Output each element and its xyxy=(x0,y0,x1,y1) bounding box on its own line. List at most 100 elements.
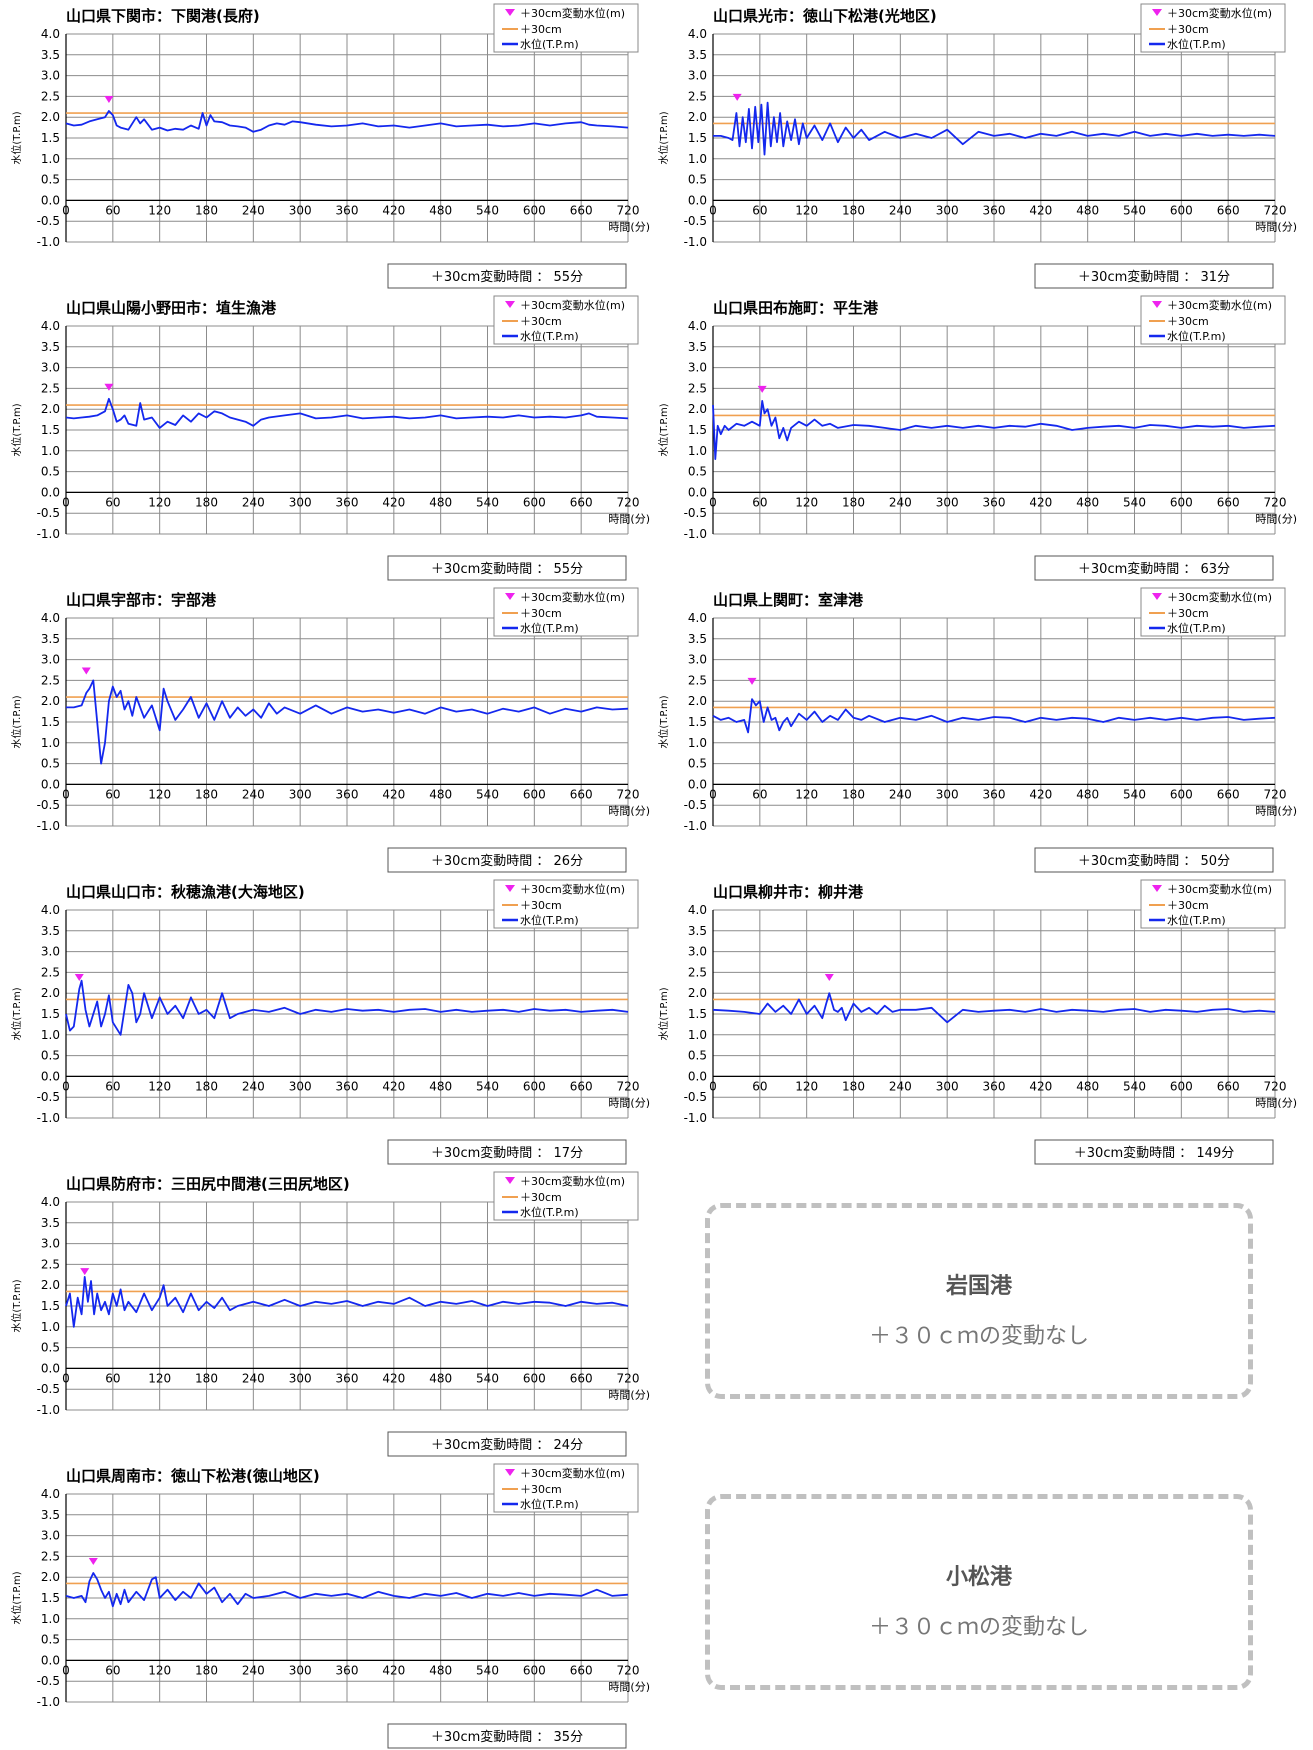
x-axis-label: 時間(分) xyxy=(1255,512,1297,525)
y-tick-label: 2.0 xyxy=(41,1570,60,1584)
x-tick-label: 300 xyxy=(936,787,959,801)
y-tick-label: 3.0 xyxy=(41,945,60,959)
x-tick-label: 420 xyxy=(1029,1079,1052,1093)
port-name: 小松港 xyxy=(945,1565,1012,1590)
chart-panel-hikari: 山口県光市：徳山下松港(光地区) 4.0 3.5 3.0 2.5 2.0 1.5 1.0 0.5… xyxy=(655,0,1305,290)
x-axis-label: 時間(分) xyxy=(608,512,650,525)
legend-marker-icon xyxy=(505,1177,515,1184)
y-tick-label: 0.5 xyxy=(41,1049,60,1063)
x-tick-label: 360 xyxy=(336,1663,359,1677)
no-change-card-komatsu: 小松港 ＋３０ｃｍの変動なし xyxy=(705,1494,1253,1690)
chart-panel-hirao: 山口県田布施町：平生港 4.0 3.5 3.0 2.5 2.0 1.5 1.0 0.5 0.0 -0… xyxy=(655,292,1305,582)
x-tick-label: 360 xyxy=(983,495,1006,509)
y-tick-label: 0.0 xyxy=(688,777,707,791)
duration-text: ＋30cm変動時間 ： 149分 xyxy=(1074,1145,1234,1161)
chart-svg: 山口県柳井市：柳井港 4.0 3.5 3.0 2.5 2.0 1.5 1.0 0.5 0.0 -0.… xyxy=(657,879,1297,1165)
y-tick-label: 4.0 xyxy=(688,27,707,41)
water-level-line xyxy=(712,400,1276,461)
x-tick-label: 600 xyxy=(523,1663,546,1677)
chart-svg: 山口県防府市：三田尻中間港(三田尻地区) 4.0 3.5 3.0 2.5 2.0 1.5 1.… xyxy=(10,1171,650,1457)
x-tick-label: 600 xyxy=(523,495,546,509)
y-tick-label: 1.5 xyxy=(41,1007,60,1021)
y-tick-label: 0.5 xyxy=(688,1049,707,1063)
y-tick-label: 2.0 xyxy=(41,110,60,124)
legend-label: ＋30cm変動水位(m) xyxy=(1167,590,1272,604)
legend-label: ＋30cm変動水位(m) xyxy=(520,882,625,896)
x-tick-label: 360 xyxy=(983,1079,1006,1093)
legend-label: 水位(T.P.m) xyxy=(1167,913,1226,927)
y-tick-label: 0.0 xyxy=(41,193,60,207)
duration-text: ＋30cm変動時間 ： 31分 xyxy=(1078,269,1230,285)
x-tick-label: 420 xyxy=(382,1079,405,1093)
duration-box xyxy=(387,847,627,873)
x-tick-label: 120 xyxy=(795,203,818,217)
y-tick-label: 1.0 xyxy=(41,1028,60,1042)
x-tick-label: 60 xyxy=(105,203,120,217)
chart-title: 山口県下関市：下関港(長府) xyxy=(66,7,260,25)
y-tick-label: 2.5 xyxy=(41,381,60,395)
x-tick-label: 480 xyxy=(1076,787,1099,801)
y-tick-label: 2.0 xyxy=(688,694,707,708)
x-tick-label: 420 xyxy=(382,787,405,801)
y-tick-label: 3.5 xyxy=(41,1508,60,1522)
x-tick-label: 660 xyxy=(1217,203,1240,217)
y-tick-label: 1.0 xyxy=(41,152,60,166)
x-tick-label: 120 xyxy=(148,1371,171,1385)
x-tick-label: 660 xyxy=(570,1079,593,1093)
y-tick-label: 4.0 xyxy=(41,903,60,917)
x-tick-label: 60 xyxy=(105,1371,120,1385)
y-tick-label: -1.0 xyxy=(37,527,60,541)
x-tick-label: 0 xyxy=(62,787,70,801)
y-tick-label: 1.0 xyxy=(688,152,707,166)
y-tick-label: 3.5 xyxy=(688,632,707,646)
y-tick-label: 0.5 xyxy=(688,757,707,771)
y-tick-label: -1.0 xyxy=(37,1111,60,1125)
x-tick-label: 600 xyxy=(523,203,546,217)
x-tick-label: 600 xyxy=(523,1371,546,1385)
legend-label: ＋30cm xyxy=(1167,315,1209,328)
y-tick-label: 2.5 xyxy=(688,381,707,395)
no-change-card-iwakuni: 岩国港 ＋３０ｃｍの変動なし xyxy=(705,1203,1253,1399)
x-tick-label: 540 xyxy=(1123,1079,1146,1093)
x-tick-label: 180 xyxy=(195,1371,218,1385)
x-tick-label: 0 xyxy=(62,1371,70,1385)
x-axis-label: 時間(分) xyxy=(608,1096,650,1109)
x-tick-label: 720 xyxy=(1264,1079,1287,1093)
chart-panel-yanai: 山口県柳井市：柳井港 4.0 3.5 3.0 2.5 2.0 1.5 1.0 0.5 0.0 -0.… xyxy=(655,876,1305,1166)
y-tick-label: 2.0 xyxy=(688,110,707,124)
y-tick-label: -0.5 xyxy=(684,214,707,228)
y-tick-label: 3.5 xyxy=(41,340,60,354)
y-tick-label: 4.0 xyxy=(41,1195,60,1209)
x-tick-label: 300 xyxy=(936,1079,959,1093)
peak-marker xyxy=(757,385,767,393)
x-tick-label: 420 xyxy=(1029,787,1052,801)
legend-label: 水位(T.P.m) xyxy=(520,37,579,51)
water-level-line xyxy=(66,679,629,765)
x-tick-label: 0 xyxy=(709,1079,717,1093)
legend-label: ＋30cm xyxy=(520,315,562,328)
chart-title: 山口県山陽小野田市：埴生漁港 xyxy=(66,299,277,317)
x-tick-label: 240 xyxy=(242,787,265,801)
y-tick-label: -1.0 xyxy=(37,1403,60,1417)
chart-title: 山口県光市：徳山下松港(光地区) xyxy=(713,7,937,25)
water-level-line xyxy=(65,979,629,1036)
y-axis-label: 水位(T.P.m) xyxy=(10,987,23,1040)
legend-label: ＋30cm xyxy=(1167,607,1209,620)
y-tick-label: 4.0 xyxy=(688,611,707,625)
x-tick-label: 480 xyxy=(429,787,452,801)
y-tick-label: 2.0 xyxy=(41,1278,60,1292)
x-tick-label: 660 xyxy=(570,1663,593,1677)
x-tick-label: 540 xyxy=(476,1663,499,1677)
chart-title: 山口県周南市：徳山下松港(徳山地区) xyxy=(66,1467,320,1485)
y-tick-label: 4.0 xyxy=(41,319,60,333)
x-tick-label: 120 xyxy=(148,495,171,509)
legend-marker-icon xyxy=(505,301,515,308)
x-tick-label: 120 xyxy=(795,495,818,509)
legend-marker-icon xyxy=(1152,301,1162,308)
x-tick-label: 600 xyxy=(1170,787,1193,801)
y-tick-label: 3.0 xyxy=(688,69,707,83)
